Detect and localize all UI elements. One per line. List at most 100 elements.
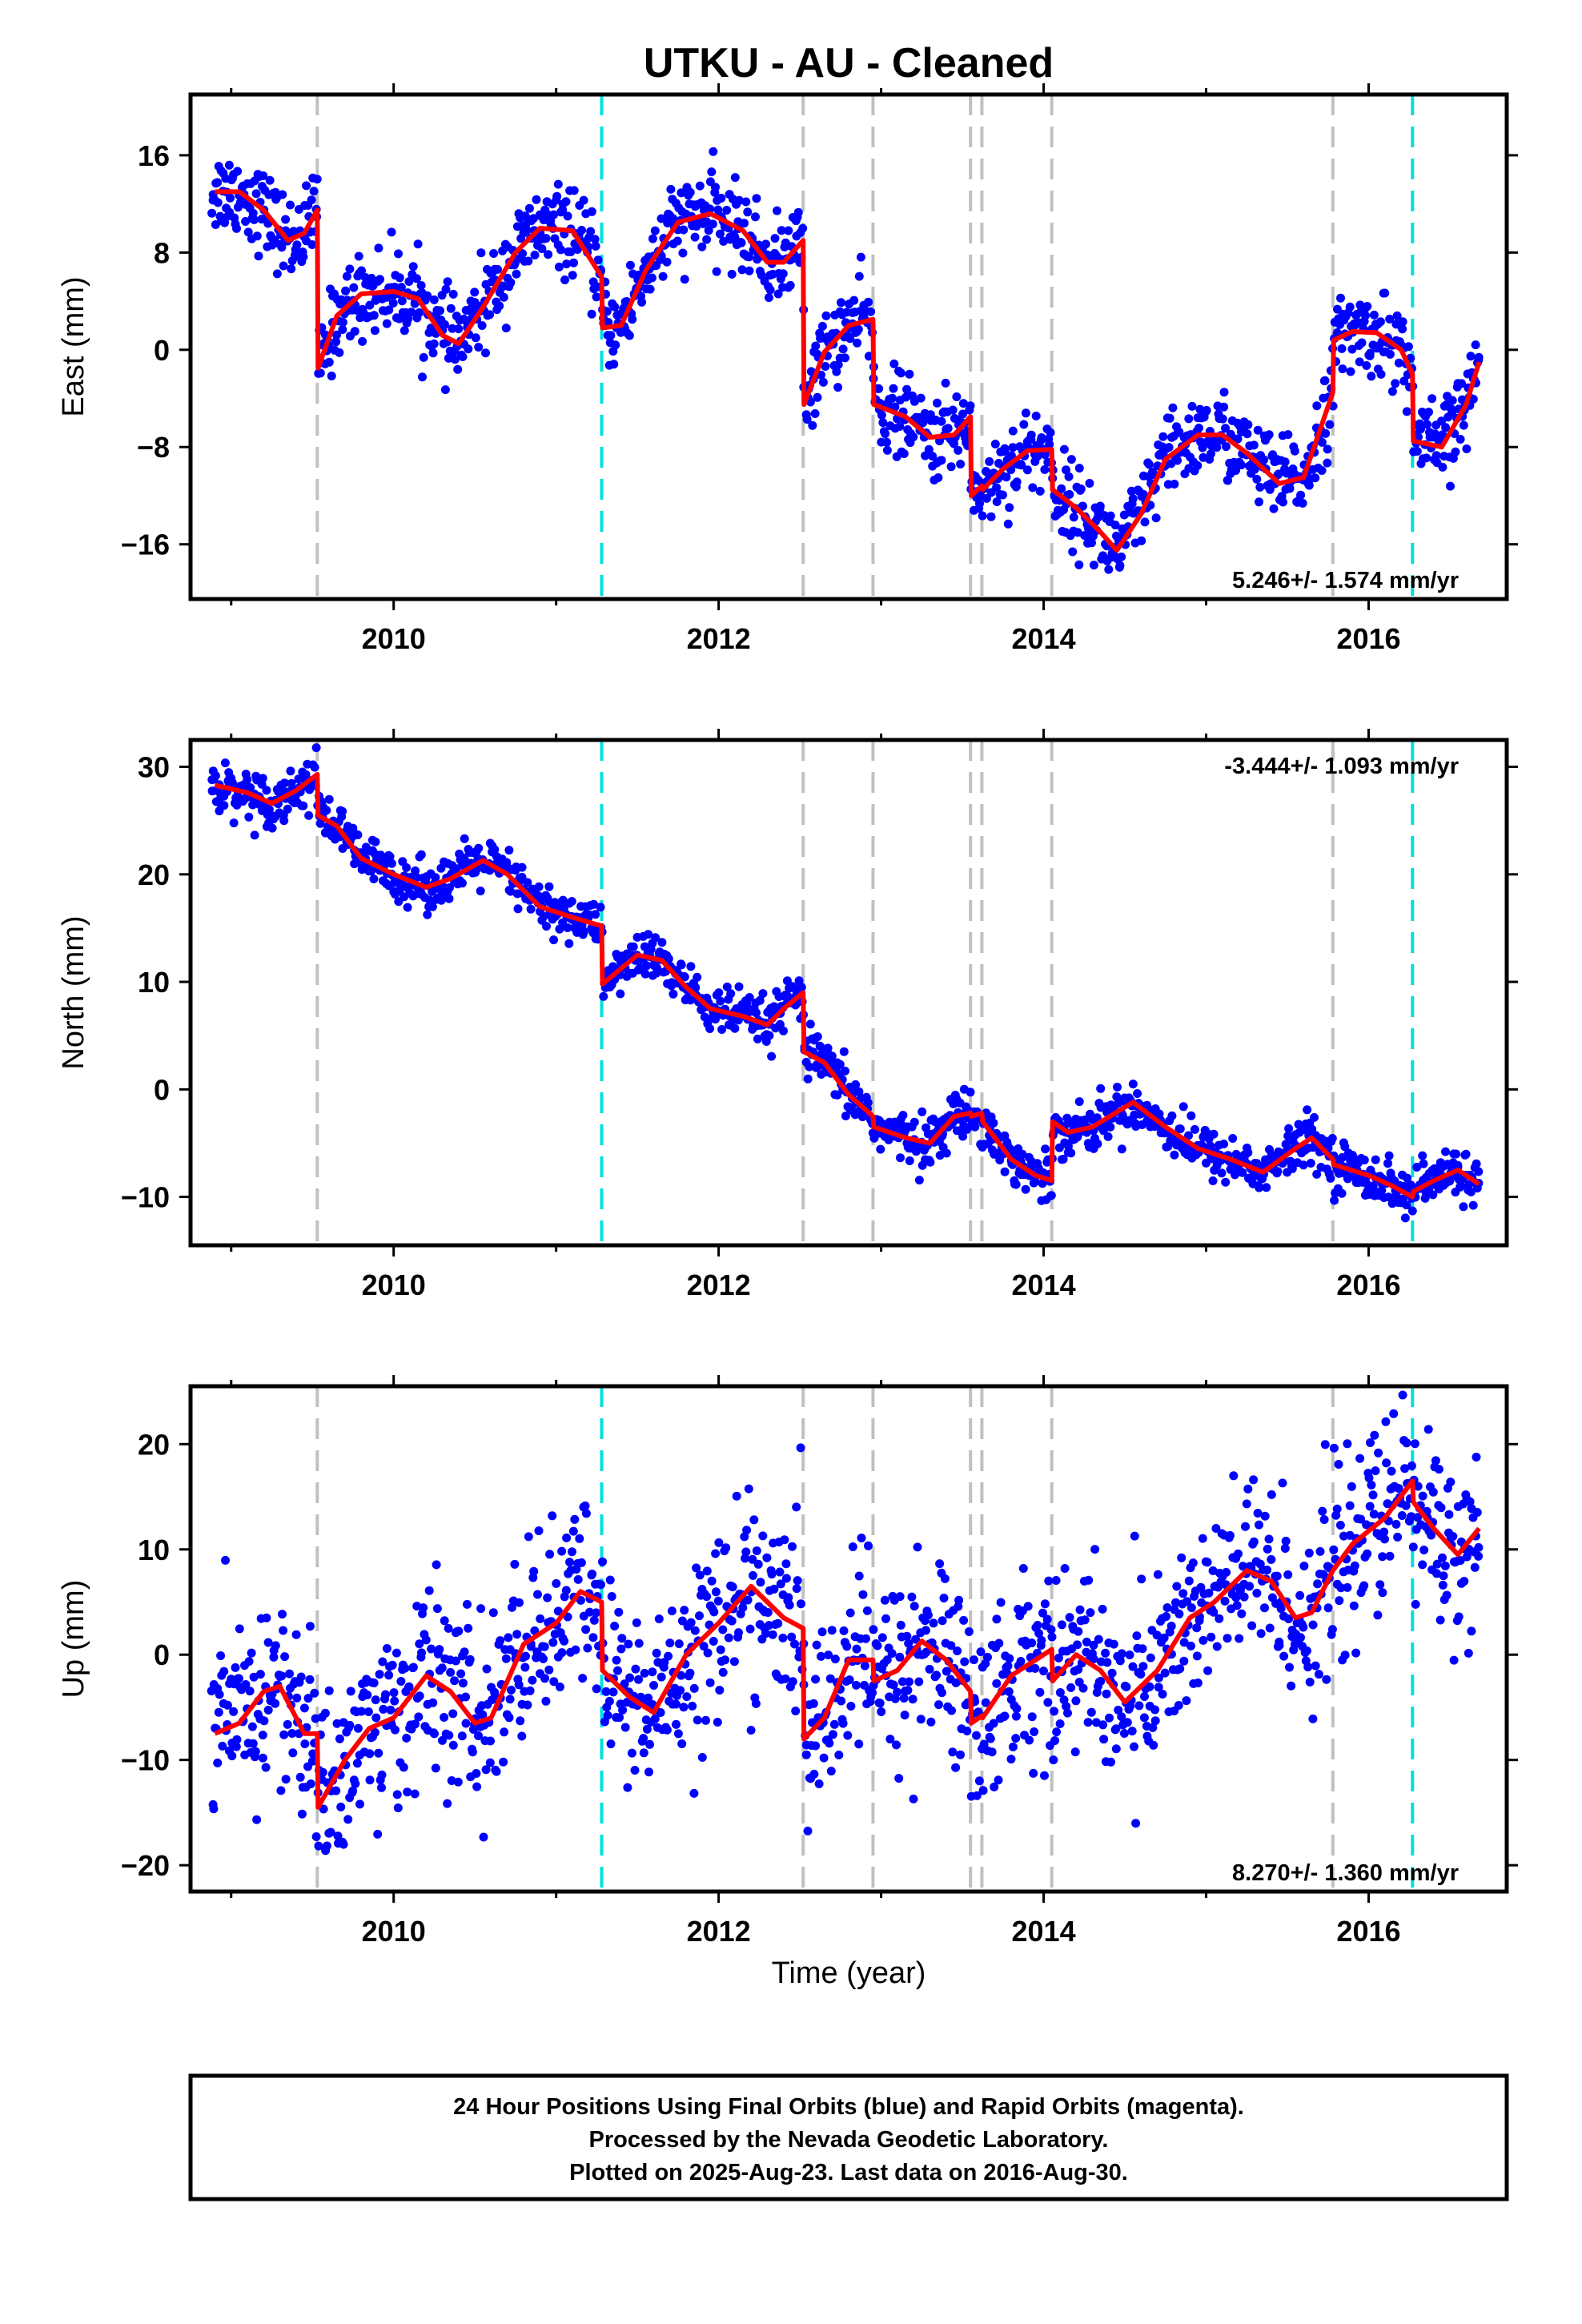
east-data-point — [1398, 317, 1407, 327]
up-data-point — [379, 1704, 388, 1714]
up-data-point — [1177, 1553, 1186, 1562]
up-data-point — [333, 1831, 343, 1841]
up-data-point — [1066, 1683, 1076, 1692]
east-data-point — [821, 362, 830, 371]
up-data-point — [1335, 1521, 1345, 1530]
north-data-point — [909, 1117, 919, 1127]
north-data-point — [248, 800, 258, 810]
up-data-point — [496, 1636, 505, 1646]
up-data-point — [373, 1829, 383, 1839]
footer-box — [188, 2073, 1509, 2201]
up-data-point — [1394, 1484, 1403, 1494]
east-data-point — [813, 392, 822, 402]
north-data-point — [1217, 1168, 1227, 1178]
up-data-point — [688, 1701, 697, 1711]
east-data-point — [1017, 460, 1026, 470]
up-data-point — [450, 1676, 460, 1686]
up-data-point — [1122, 1718, 1132, 1727]
up-data-point — [215, 1690, 224, 1699]
north-data-point — [549, 935, 559, 945]
east-data-point — [1021, 408, 1030, 418]
east-data-point — [952, 392, 962, 401]
up-data-point — [481, 1765, 491, 1775]
east-data-point — [419, 352, 428, 362]
up-data-point — [529, 1566, 539, 1576]
north-data-point — [311, 743, 321, 753]
up-data-point — [324, 1686, 334, 1695]
up-x-tick-label: 2010 — [362, 1915, 426, 1948]
east-data-point — [1221, 424, 1231, 433]
up-data-point — [1101, 1648, 1110, 1658]
east-data-point — [785, 280, 795, 290]
north-data-point — [1459, 1202, 1468, 1212]
up-data-point — [278, 1610, 287, 1619]
east-data-point — [1466, 352, 1476, 361]
up-data-point — [1381, 1417, 1391, 1426]
north-data-point — [369, 875, 379, 883]
east-data-point — [1317, 466, 1327, 475]
up-data-point — [540, 1642, 549, 1651]
up-data-point — [1117, 1712, 1126, 1722]
up-data-point — [580, 1501, 590, 1510]
east-data-point — [1321, 428, 1331, 438]
east-data-point — [690, 232, 700, 242]
up-data-point — [1369, 1510, 1379, 1519]
up-data-point — [415, 1691, 424, 1701]
east-data-point — [591, 241, 600, 251]
north-data-point — [640, 969, 650, 979]
east-data-point — [740, 219, 749, 228]
up-data-point — [391, 1648, 401, 1658]
up-data-point — [386, 1705, 396, 1715]
up-data-point — [1055, 1688, 1065, 1697]
north-data-point — [1310, 1112, 1319, 1122]
east-data-point — [338, 325, 347, 334]
east-data-point — [878, 418, 888, 428]
east-data-point — [1357, 338, 1367, 348]
east-data-point — [888, 393, 897, 403]
east-data-point — [602, 307, 612, 316]
up-data-point — [318, 1767, 327, 1777]
up-data-point — [907, 1592, 917, 1602]
up-data-point — [1192, 1651, 1202, 1661]
east-data-point — [818, 377, 828, 387]
up-data-point — [672, 1719, 681, 1729]
up-data-point — [314, 1841, 323, 1851]
up-data-point — [346, 1687, 355, 1696]
up-data-point — [336, 1802, 346, 1811]
east-data-point — [905, 369, 914, 379]
up-data-point — [287, 1729, 297, 1738]
north-x-tick-label: 2016 — [1336, 1269, 1400, 1301]
up-data-point — [1407, 1512, 1416, 1522]
east-data-point — [1441, 423, 1451, 432]
up-data-point — [979, 1739, 989, 1749]
east-data-point — [1005, 503, 1014, 513]
north-data-point — [686, 962, 696, 971]
up-data-point — [245, 1687, 255, 1696]
east-data-point — [357, 266, 366, 275]
up-data-point — [1035, 1687, 1045, 1697]
up-data-point — [1315, 1546, 1325, 1556]
east-data-point — [986, 512, 996, 521]
up-data-point — [472, 1769, 481, 1778]
up-data-point — [1373, 1610, 1383, 1620]
up-data-point — [1278, 1478, 1287, 1488]
up-x-tick-label: 2014 — [1012, 1915, 1076, 1948]
up-data-point — [894, 1774, 904, 1783]
up-data-point — [351, 1779, 360, 1788]
up-data-point — [371, 1695, 380, 1705]
up-data-point — [1444, 1510, 1454, 1519]
east-data-point — [394, 249, 403, 259]
up-data-point — [1150, 1716, 1160, 1726]
up-data-point — [1212, 1642, 1222, 1651]
north-data-point — [1262, 1183, 1271, 1192]
up-data-point — [1239, 1592, 1249, 1602]
east-data-point — [338, 318, 347, 327]
up-data-point — [1332, 1504, 1342, 1514]
east-data-point — [1414, 432, 1423, 442]
up-data-point — [1006, 1755, 1016, 1764]
up-data-point — [914, 1677, 924, 1687]
up-data-point — [1247, 1621, 1257, 1630]
up-data-point — [461, 1719, 471, 1728]
east-data-point — [458, 352, 468, 361]
up-data-point — [1237, 1609, 1247, 1618]
